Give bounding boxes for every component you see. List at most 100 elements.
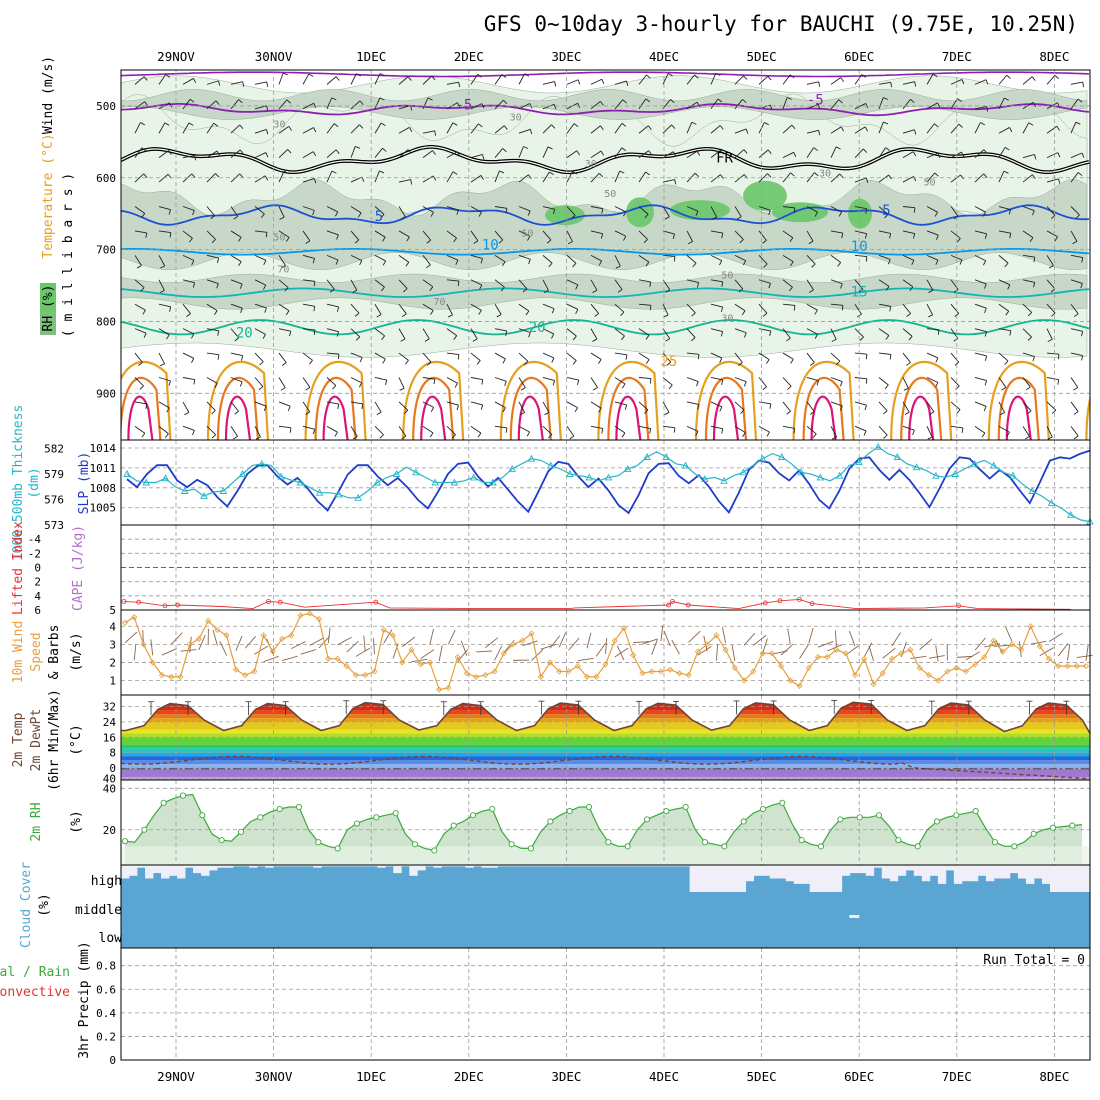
thickness-marker xyxy=(373,478,382,486)
wind-barb xyxy=(518,425,530,433)
wind-barb-flag xyxy=(502,407,506,413)
wind-barb-flag xyxy=(1027,312,1033,317)
dewpoint-line xyxy=(120,755,1088,780)
wind-barb-10m xyxy=(993,645,1010,647)
cloud-high-gap xyxy=(497,865,506,867)
cloud-high-gap xyxy=(865,865,875,876)
wind-barb-flag xyxy=(1077,172,1083,176)
wind-barb xyxy=(494,303,502,315)
wind-barb xyxy=(446,206,459,211)
isotherm-surface-hook xyxy=(216,376,260,440)
wind-barb-flag xyxy=(787,385,792,390)
wind-barb xyxy=(590,303,600,314)
wind-barb xyxy=(854,148,864,158)
wind-barb xyxy=(686,279,699,284)
isotherm-surface-hook xyxy=(987,360,1050,440)
wind-barb-flag xyxy=(864,126,869,132)
wind-barb-flag xyxy=(791,124,796,130)
wind-barb-flag xyxy=(136,265,142,269)
wind-barb xyxy=(710,98,719,110)
wind-barb-flag xyxy=(768,283,771,289)
wind-barb xyxy=(1022,122,1030,134)
wind-barb xyxy=(1046,230,1058,238)
wind-barb xyxy=(350,73,357,85)
wind-barb-flag xyxy=(982,211,987,217)
wind-barb-10m xyxy=(834,630,837,647)
thickness-marker xyxy=(874,442,882,450)
temp-tick-label: 0 xyxy=(109,762,116,775)
wind-barb xyxy=(182,154,195,159)
wind-barb-flag xyxy=(406,236,410,242)
cloud-high-gap xyxy=(465,865,474,868)
wind-barb xyxy=(422,352,432,363)
rh-contour-label: 50 xyxy=(604,189,616,200)
y-tick-label: 500 xyxy=(96,100,116,113)
wind-barb xyxy=(1070,303,1079,315)
wind-barb xyxy=(422,230,432,241)
wind-barb-flag xyxy=(499,170,505,174)
wind-barb xyxy=(278,328,291,332)
wind-barb xyxy=(542,124,552,134)
wind-barb-flag xyxy=(164,122,170,126)
wind-barb xyxy=(590,78,603,85)
wind-barb-flag xyxy=(164,433,169,438)
wind-barb-flag xyxy=(217,354,220,360)
rh-high-blob xyxy=(670,200,730,221)
y-axis-labels: RH (%)Temperature (°C)Wind (m/s)( m i l … xyxy=(0,56,92,1059)
wind-barb-flag xyxy=(400,338,406,342)
wind-barb-10m xyxy=(715,644,719,661)
li-tick-label: -4 xyxy=(28,533,42,546)
wind-barb xyxy=(830,146,837,158)
wind-barb xyxy=(1070,254,1083,259)
wind-barb xyxy=(926,401,935,412)
wind-barb-flag xyxy=(762,386,767,391)
wind-speed-marker xyxy=(556,668,563,675)
wind-barb-flag xyxy=(361,403,364,409)
cloud-high-gap xyxy=(217,865,226,868)
wind-barb xyxy=(134,230,147,234)
wind-barb-flag xyxy=(358,382,363,388)
wind-barb-flag xyxy=(165,74,171,78)
wind-barb xyxy=(782,230,794,239)
wind-barb xyxy=(590,328,598,340)
wind-barb-flag xyxy=(817,104,821,110)
wind-speed-marker xyxy=(242,672,249,679)
wind-barb xyxy=(1070,377,1079,388)
wind-barb-flag xyxy=(456,405,459,411)
wind-barb-flag xyxy=(575,309,579,314)
wind-barb xyxy=(1070,328,1083,332)
wind-barb xyxy=(902,81,915,85)
wind-barb xyxy=(734,230,744,240)
wind-speed-marker xyxy=(205,617,212,624)
wind-barb xyxy=(350,124,360,134)
cloud-high-gap xyxy=(481,865,490,868)
wind-barb xyxy=(422,303,434,311)
rh2m-marker xyxy=(334,845,341,852)
temp-tick-label: 40 xyxy=(103,773,116,786)
lifted-index-marker xyxy=(121,599,127,604)
wind-barb-flag xyxy=(598,172,604,178)
wind-barb xyxy=(686,230,694,242)
cloud-high-gap xyxy=(305,865,314,867)
wind-barb-flag xyxy=(335,76,340,81)
wind-barb xyxy=(734,279,744,290)
wind-barb-flag xyxy=(168,150,172,155)
wind-barb-10m xyxy=(697,646,712,656)
wind-barb xyxy=(710,125,721,134)
wind-barb-flag xyxy=(287,149,292,154)
wind-barb xyxy=(422,75,433,85)
lifted-index-marker xyxy=(762,600,768,606)
cloud-high-gap xyxy=(1009,865,1019,874)
wind-barb xyxy=(374,230,386,238)
wind-barb xyxy=(566,206,576,216)
isotherm-surface-hook xyxy=(890,360,953,440)
wind-barb-flag xyxy=(1075,121,1081,125)
wind-barb xyxy=(302,328,315,331)
thickness-tick-label: 582 xyxy=(44,443,64,456)
wind-barb-flag xyxy=(476,360,481,365)
isotherm-surface-hook xyxy=(694,360,758,440)
wind-barb-flag xyxy=(935,259,939,265)
wind-barb-flag xyxy=(264,175,269,181)
wind-barb-10m xyxy=(300,649,316,655)
cloud-high-gap xyxy=(1065,865,1075,892)
